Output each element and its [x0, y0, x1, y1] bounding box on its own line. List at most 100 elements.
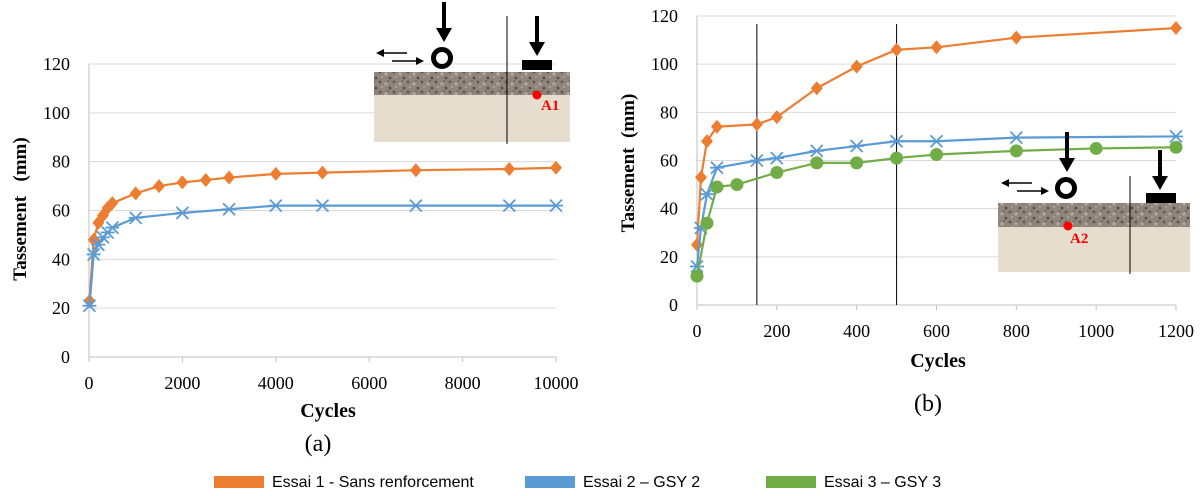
data-point-essai1: [106, 196, 119, 211]
chart-a-series: [82, 160, 563, 313]
legend-swatch-essai2: [525, 476, 575, 488]
measurement-point-label: A1: [541, 98, 559, 114]
data-point-essai2: [408, 198, 423, 213]
data-point-essai3: [1089, 141, 1103, 155]
data-point-essai1: [750, 117, 763, 132]
data-point-essai1: [710, 119, 723, 134]
series-line-essai2: [695, 135, 1177, 267]
data-point-essai1: [770, 110, 783, 125]
gravel-layer: [374, 72, 570, 95]
data-point-essai2: [749, 153, 764, 168]
chart-a-y-tick-label: 0: [61, 347, 70, 367]
data-point-essai2: [709, 161, 724, 175]
load-arrowhead-icon: [436, 28, 452, 42]
chart-a-x-tick-label: 2000: [164, 373, 200, 393]
chart-a-inset-diagram: A1: [374, 2, 570, 144]
chart-panel-b: 0 20 40 60 80 100 120 0 200 400 600 800 1000 1200 Cy…: [618, 6, 1194, 417]
legend-swatch-essai3: [766, 476, 816, 488]
data-point-essai2: [128, 211, 143, 225]
data-point-essai3: [1169, 140, 1183, 154]
sand-layer: [998, 226, 1190, 272]
chart-b-ylabel: Tassement (mm): [618, 94, 639, 233]
data-point-essai2: [699, 187, 714, 201]
data-point-essai1: [153, 179, 166, 194]
chart-b-x-tick-label: 1000: [1078, 321, 1114, 341]
data-point-essai2: [889, 134, 904, 148]
data-point-essai2: [690, 259, 704, 274]
legend-label-essai3: Essai 3 – GSY 3: [824, 474, 941, 491]
plate-arrowhead-icon: [1152, 176, 1168, 190]
data-point-essai1: [223, 170, 236, 185]
chart-a-xlabel: Cycles: [300, 400, 356, 422]
data-point-essai2: [222, 202, 237, 216]
data-point-essai1: [176, 175, 189, 190]
chart-b-inset-diagram: A2: [998, 132, 1190, 274]
chart-b-xlabel: Cycles: [910, 350, 966, 372]
sand-layer: [374, 94, 570, 142]
chart-b-panel-label: (b): [914, 391, 942, 417]
chart-a-y-tick-label: 100: [43, 103, 70, 123]
data-point-essai1: [930, 40, 943, 55]
chart-b-y-tick-label: 80: [660, 102, 678, 122]
chart-b-x-tick-label: 800: [1003, 321, 1030, 341]
chart-b-reference-lines: [756, 24, 898, 305]
chart-b-x-tick-label: 600: [923, 321, 950, 341]
chart-a-ylabel: Tassement (mm): [10, 137, 31, 280]
series-essai1: [83, 160, 562, 308]
chart-b-x-tick-label: 400: [843, 321, 870, 341]
data-point-essai3: [850, 156, 864, 170]
data-point-essai3: [730, 178, 744, 192]
chart-a-y-tick-labels: 0 20 40 60 80 100 120: [43, 54, 70, 367]
reciprocating-motion-icon: [1001, 179, 1049, 195]
data-point-essai2: [315, 198, 330, 213]
data-point-essai2: [849, 139, 864, 153]
plate-arrowhead-icon: [529, 42, 545, 56]
chart-b-y-tick-label: 0: [669, 295, 678, 315]
data-point-essai2: [502, 198, 517, 213]
series-essai1: [691, 21, 1182, 252]
chart-a-x-tick-label: 4000: [258, 373, 294, 393]
data-point-essai1: [199, 172, 212, 187]
data-point-essai1: [850, 59, 863, 74]
chart-b-y-tick-label: 40: [660, 199, 678, 219]
data-point-essai3: [710, 180, 724, 194]
chart-a-x-tick-labels: 0 2000 4000 6000 8000 10000: [85, 357, 579, 393]
data-point-essai3: [700, 216, 714, 230]
data-point-essai1: [890, 42, 903, 57]
data-point-essai1: [269, 166, 282, 181]
legend-label-essai1: Essai 1 - Sans renforcement: [272, 474, 474, 491]
chart-a-y-tick-label: 80: [52, 152, 70, 172]
legend-label-essai2: Essai 2 – GSY 2: [583, 474, 700, 491]
data-point-essai2: [268, 198, 283, 213]
series-essai2: [82, 198, 563, 313]
chart-b-series: [690, 21, 1183, 283]
data-point-essai1: [316, 165, 329, 180]
data-point-essai3: [1009, 144, 1023, 158]
data-point-essai3: [690, 269, 704, 283]
chart-a-y-tick-label: 20: [52, 298, 70, 318]
chart-b-y-tick-label: 120: [651, 6, 678, 26]
data-point-essai3: [770, 166, 784, 180]
chart-b-y-tick-labels: 0 20 40 60 80 100 120: [651, 6, 678, 315]
data-point-essai2: [82, 299, 97, 313]
data-point-essai1: [550, 160, 562, 175]
data-point-essai1: [810, 81, 823, 96]
wheel-icon: [431, 47, 453, 69]
chart-b-x-tick-labels: 0 200 400 600 800 1000 1200: [693, 305, 1194, 341]
series-line-essai2: [88, 204, 556, 306]
data-point-essai3: [930, 147, 943, 161]
data-point-essai2: [929, 134, 944, 148]
data-point-essai1: [129, 186, 142, 201]
chart-a-panel-label: (a): [305, 431, 332, 457]
series-essai3: [690, 140, 1183, 283]
gravel-layer: [998, 203, 1190, 227]
data-point-essai2: [1169, 129, 1183, 144]
data-point-essai2: [809, 144, 824, 158]
data-point-essai1: [694, 170, 707, 185]
series-line-essai1: [695, 26, 1177, 245]
load-plate-icon: [522, 60, 552, 70]
load-arrowhead-icon: [1059, 158, 1075, 172]
wheel-icon: [1055, 177, 1077, 199]
data-point-essai2: [175, 206, 190, 220]
